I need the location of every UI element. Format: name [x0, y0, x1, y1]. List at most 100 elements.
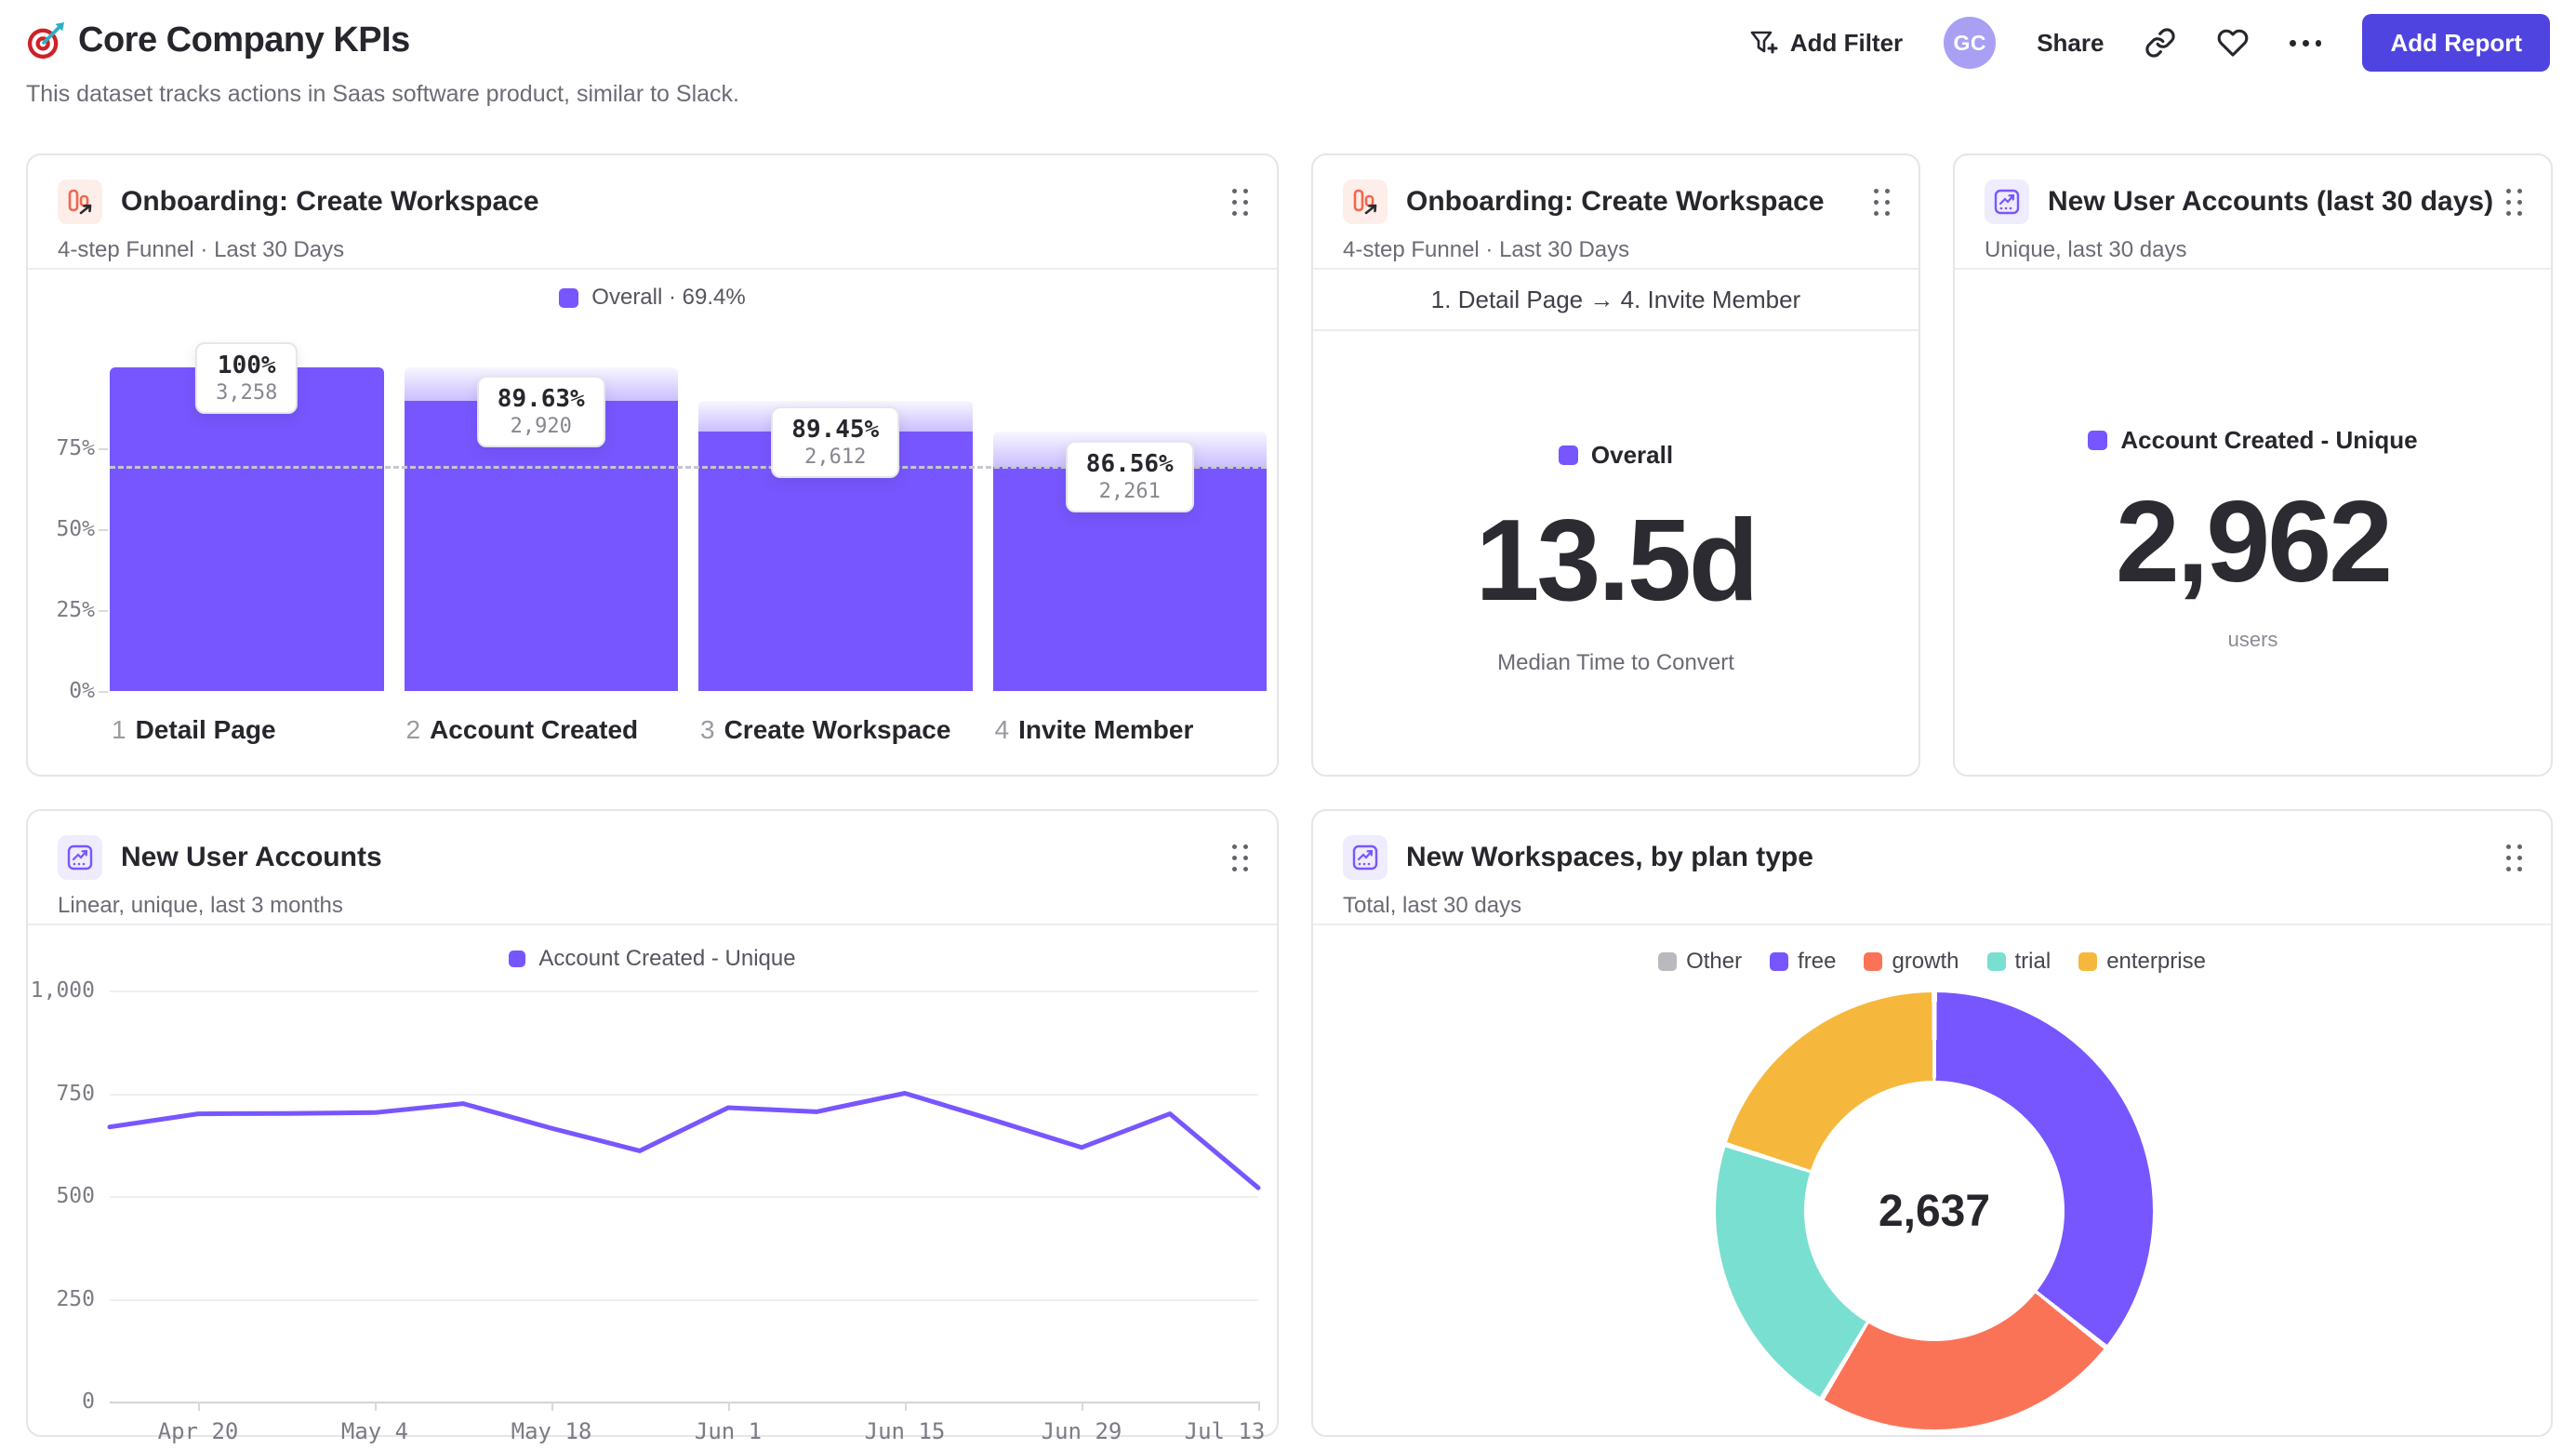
donut-legend-item[interactable]: trial [1986, 949, 2052, 975]
card-header: New Workspaces, by plan type Total, last… [1313, 811, 2551, 925]
funnel-value-label: 100% 3,258 [195, 342, 299, 414]
funnel-y-tick-label: 25% [56, 598, 95, 622]
funnel-y-tick-mark [99, 529, 108, 531]
funnel-report-icon [58, 179, 102, 224]
line-x-tick-mark [551, 1402, 553, 1411]
donut-hole: 2,637 [1804, 1081, 2065, 1341]
line-x-tick-label: Jun 15 [864, 1418, 946, 1444]
funnel-step-label: 3 Create Workspace [700, 715, 950, 745]
funnel-count: 3,258 [216, 381, 278, 405]
drag-handle[interactable] [1230, 187, 1249, 217]
funnel-legend[interactable]: Overall · 69.4% [28, 285, 1277, 311]
legend-label: trial [2014, 949, 2052, 974]
page-title: Core Company KPIs [78, 20, 410, 60]
drag-handle[interactable] [1230, 843, 1249, 872]
legend-swatch [2078, 952, 2098, 971]
card-title: New User Accounts (last 30 days) [2048, 186, 2494, 217]
funnel-bar[interactable] [404, 401, 678, 691]
page-subtitle: This dataset tracks actions in Saas soft… [26, 81, 739, 107]
funnel-step-number: 1 [112, 715, 126, 744]
line-chart: 0 250 500 750 1,000 Apr 20 May 4 May 18 Jun 1 Jun… [31, 978, 1266, 1444]
card-header: New User Accounts (last 30 days) Unique,… [1955, 155, 2551, 270]
line-gridline [110, 990, 1258, 992]
funnel-conversion-pct: 89.63% [497, 385, 585, 414]
card-subtitle: Linear, unique, last 3 months [58, 893, 343, 918]
drag-handle[interactable] [2504, 187, 2523, 217]
line-x-tick-mark [1082, 1402, 1083, 1411]
line-x-tick-mark [905, 1402, 907, 1411]
donut-total-value: 2,637 [1878, 1186, 1991, 1236]
donut-chart[interactable]: 2,637 [1716, 992, 2153, 1429]
legend-label: Account Created - Unique [2120, 426, 2418, 454]
card-subtitle: Total, last 30 days [1343, 893, 1522, 918]
accounts30-value: 2,962 [2115, 478, 2393, 606]
drag-handle[interactable] [1872, 187, 1891, 217]
share-button[interactable]: Share [2037, 29, 2104, 58]
line-gridline [110, 1093, 1258, 1096]
legend-swatch [2088, 431, 2108, 450]
funnel-count: 2,920 [510, 415, 572, 439]
card-new-user-accounts-30d: New User Accounts (last 30 days) Unique,… [1953, 153, 2553, 777]
funnel-y-tick-label: 0% [69, 679, 95, 703]
target-bullseye-icon [26, 21, 65, 60]
legend-label: Overall · 69.4% [591, 285, 746, 310]
drag-handle[interactable] [2504, 843, 2523, 872]
line-x-tick-label: Jun 29 [1041, 1418, 1122, 1444]
funnel-step-name: Create Workspace [724, 715, 951, 744]
funnel-overall-reference-line [110, 466, 1267, 470]
convert-legend[interactable]: Overall [1313, 441, 1919, 470]
card-title: Onboarding: Create Workspace [1406, 186, 1825, 217]
line-gridline [110, 1402, 1258, 1403]
filter-plus-icon [1747, 27, 1779, 59]
legend-swatch [1558, 445, 1578, 465]
legend-swatch [1658, 952, 1678, 971]
funnel-y-tick-mark [99, 691, 108, 693]
legend-swatch [1986, 952, 2006, 971]
card-new-user-accounts-trend: New User Accounts Linear, unique, last 3… [26, 809, 1279, 1444]
add-report-button[interactable]: Add Report [2362, 14, 2550, 72]
add-filter-button[interactable]: Add Filter [1747, 27, 1903, 59]
share-label: Share [2037, 28, 2105, 57]
line-y-tick-label: 500 [56, 1184, 95, 1208]
donut-legend-item[interactable]: enterprise [2078, 949, 2206, 975]
line-y-tick-label: 0 [82, 1389, 95, 1414]
accounts30-caption: users [2227, 628, 2278, 651]
line-x-tick-label: Jul 13 [1184, 1418, 1266, 1444]
avatar[interactable]: GC [1944, 17, 1997, 69]
legend-label: free [1798, 949, 1837, 974]
card-title: New User Accounts [121, 842, 382, 872]
link-icon[interactable] [2144, 27, 2176, 59]
favorite-heart-icon[interactable] [2217, 27, 2249, 59]
funnel-step-label: 4 Invite Member [995, 715, 1194, 745]
funnel-bar[interactable] [110, 367, 384, 691]
line-gridline [110, 1298, 1258, 1301]
funnel-y-tick-mark [99, 448, 108, 450]
legend-swatch [509, 950, 526, 967]
funnel-value-label: 86.56% 2,261 [1065, 441, 1194, 513]
funnel-conversion-pct: 89.45% [791, 415, 880, 444]
donut-legend: Other free growth trial enterprise [1313, 949, 2551, 975]
card-title: Onboarding: Create Workspace [121, 186, 539, 217]
legend-label: Account Created - Unique [538, 946, 796, 971]
funnel-y-tick-label: 50% [56, 517, 95, 541]
legend-swatch [559, 287, 579, 308]
line-y-tick-label: 750 [56, 1081, 95, 1106]
donut-legend-item[interactable]: Other [1658, 949, 1742, 975]
line-x-tick-label: May 18 [511, 1418, 592, 1444]
donut-legend-item[interactable]: growth [1864, 949, 1959, 975]
card-header: New User Accounts Linear, unique, last 3… [28, 811, 1277, 925]
card-new-workspaces-by-plan: New Workspaces, by plan type Total, last… [1311, 809, 2553, 1437]
funnel-value-label: 89.63% 2,920 [476, 376, 605, 448]
donut-legend-item[interactable]: free [1770, 949, 1836, 975]
accounts30-legend[interactable]: Account Created - Unique [1955, 426, 2551, 455]
line-x-tick-label: Jun 1 [694, 1418, 763, 1444]
funnel-step-label: 2 Account Created [406, 715, 639, 745]
insights-report-icon [1985, 179, 2029, 224]
line-series[interactable] [107, 990, 1261, 1402]
line-x-tick-mark [728, 1402, 730, 1411]
more-options-icon[interactable] [2290, 27, 2322, 59]
toolbar: Add Filter GC Share Add Report [1747, 13, 2550, 73]
line-legend[interactable]: Account Created - Unique [28, 946, 1277, 972]
card-title: New Workspaces, by plan type [1406, 842, 1813, 872]
